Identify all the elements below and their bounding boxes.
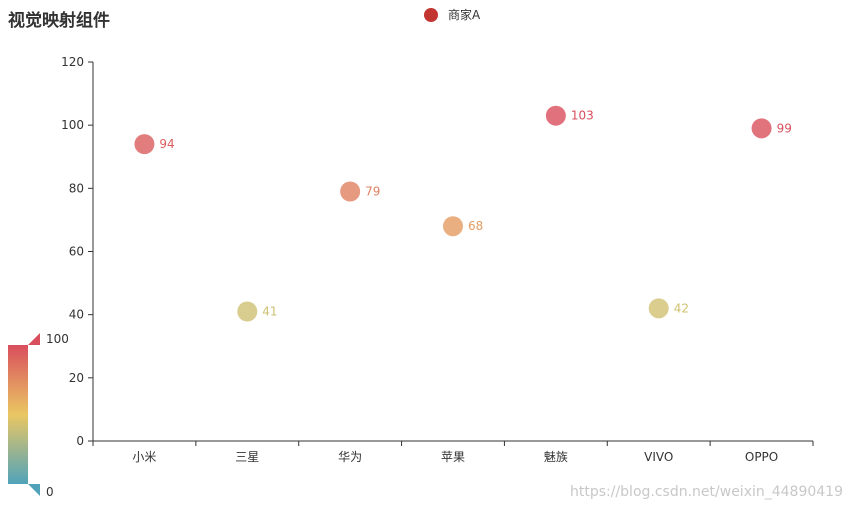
y-tick-label: 20 (69, 371, 84, 385)
data-label: 99 (777, 121, 792, 135)
data-label: 68 (468, 219, 483, 233)
visual-map-min-label: 0 (46, 485, 54, 499)
x-tick-label: 三星 (235, 450, 259, 464)
data-label: 94 (159, 137, 174, 151)
x-tick-label: 魅族 (544, 449, 568, 464)
x-tick-label: OPPO (745, 450, 778, 464)
data-point (648, 298, 669, 319)
legend[interactable]: 商家A (424, 6, 480, 23)
data-label: 42 (674, 301, 689, 315)
x-tick-label: 华为 (338, 450, 362, 464)
legend-label: 商家A (448, 8, 481, 22)
x-tick-label: 小米 (132, 450, 156, 464)
y-tick-label: 100 (61, 118, 84, 132)
data-label: 79 (365, 184, 380, 198)
legend-swatch (424, 7, 438, 22)
data-point (545, 105, 566, 126)
x-tick-label: VIVO (644, 450, 673, 464)
data-point (751, 118, 772, 139)
watermark: https://blog.csdn.net/weixin_44890419 (569, 484, 843, 500)
data-point (443, 216, 463, 237)
visual-map-max-handle (28, 333, 40, 345)
data-point (340, 181, 361, 202)
data-point (134, 134, 155, 155)
visual-map-bar (8, 345, 28, 484)
visual-map-min-handle (28, 484, 40, 496)
data-label: 41 (262, 305, 277, 319)
data-label: 103 (571, 109, 594, 123)
y-tick-label: 40 (69, 308, 84, 322)
visual-map-max-label: 100 (46, 332, 69, 346)
chart-title: 视觉映射组件 (8, 11, 110, 31)
data-point (237, 301, 258, 322)
y-tick-label: 0 (76, 434, 84, 448)
y-tick-label: 120 (61, 55, 84, 69)
x-tick-label: 苹果 (441, 450, 465, 464)
y-tick-label: 60 (69, 245, 84, 259)
y-tick-label: 80 (69, 181, 84, 195)
